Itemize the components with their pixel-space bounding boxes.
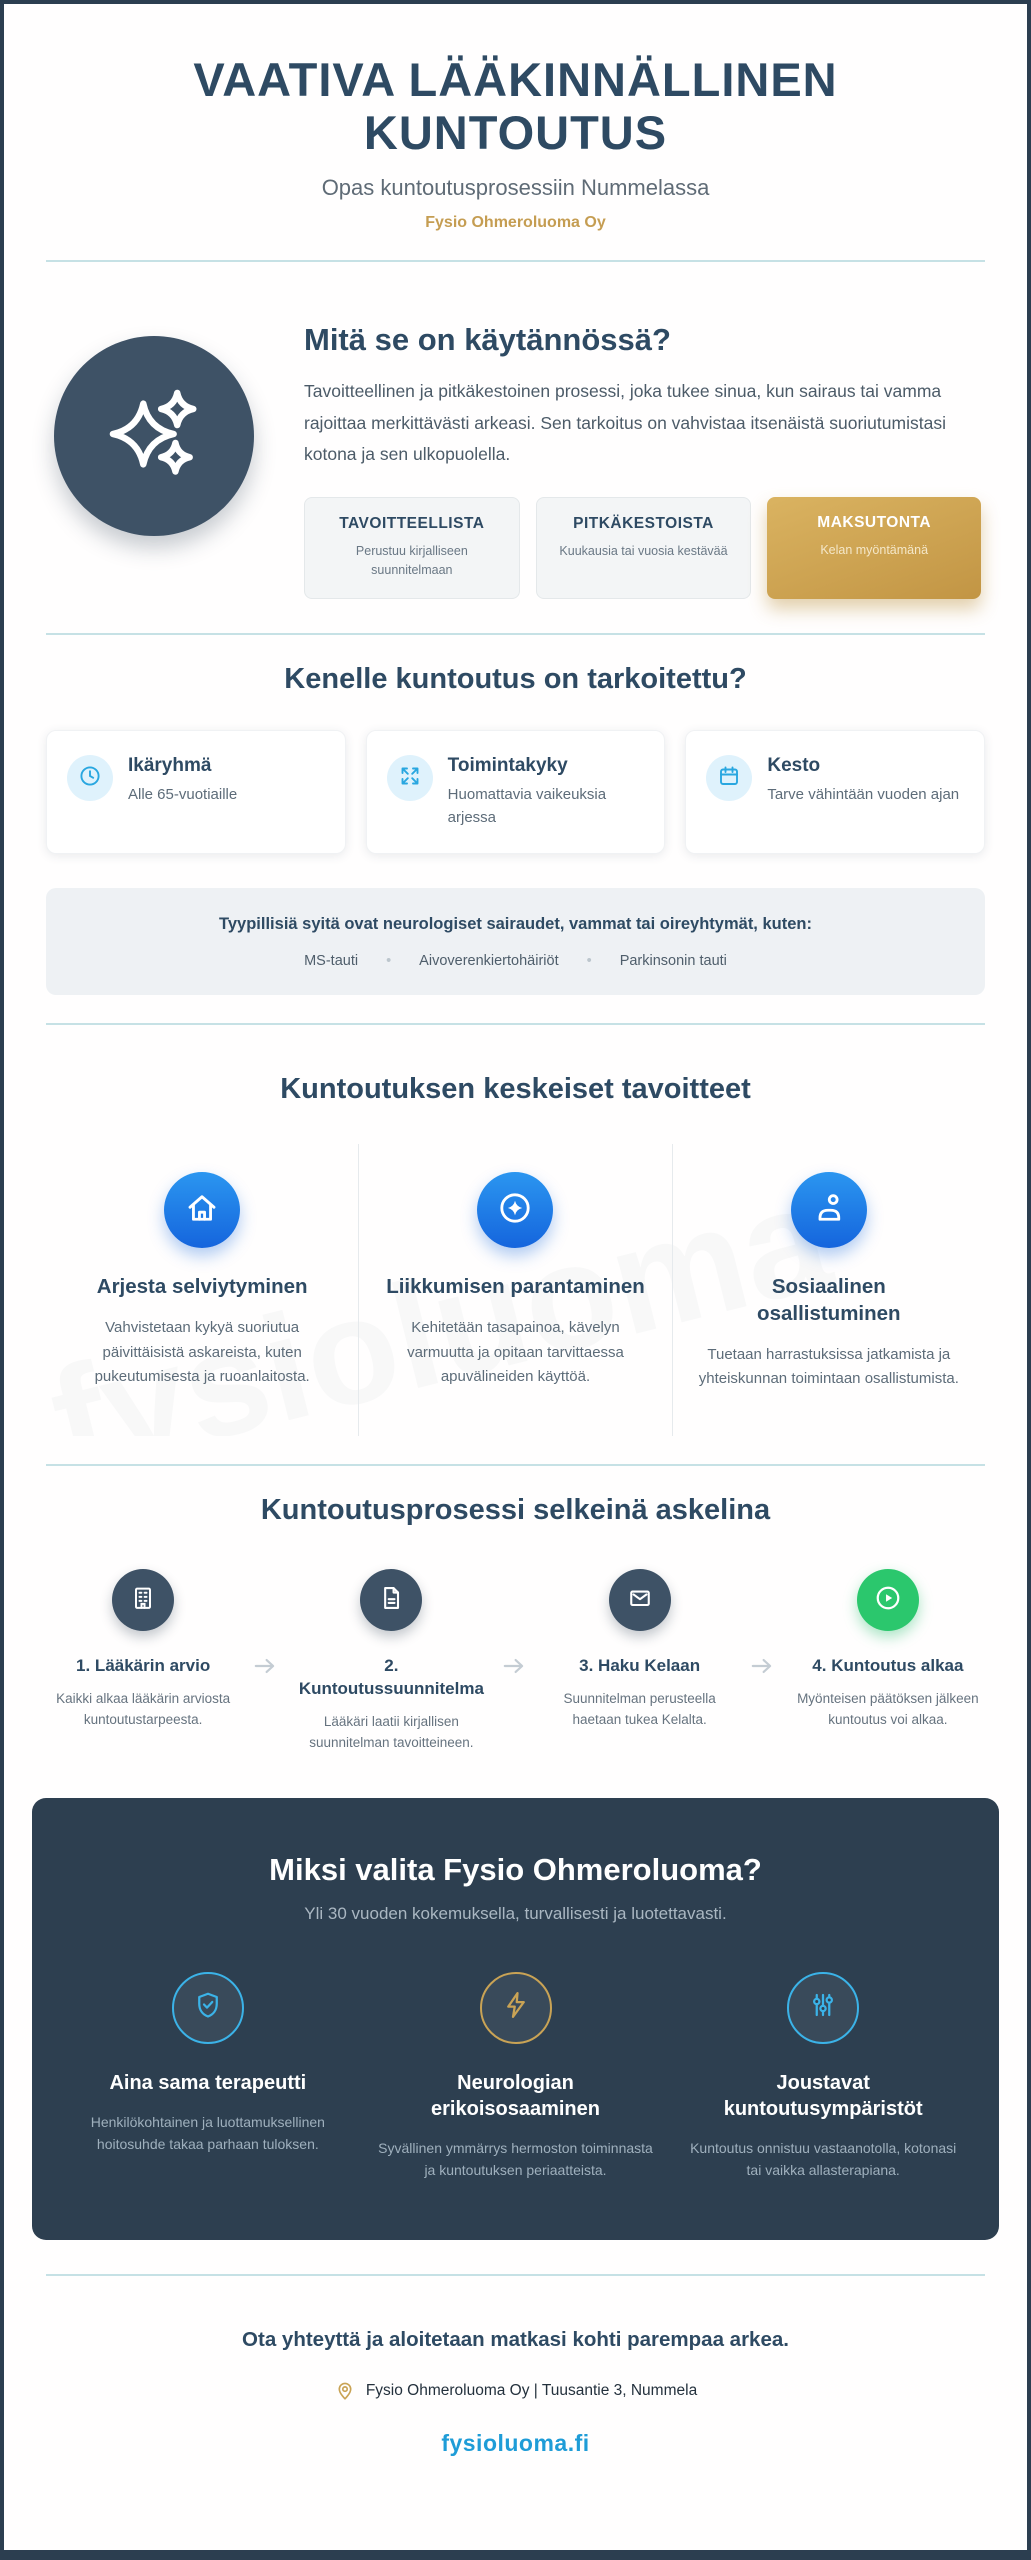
brand-name: Fysio Ohmeroluoma Oy	[425, 214, 606, 232]
location-pin-icon	[334, 2380, 356, 2402]
audience-card-kesto: Kesto Tarve vähintään vuoden ajan	[685, 730, 986, 855]
footer-cta: Ota yhteyttä ja aloitetaan matkasi kohti…	[242, 2327, 789, 2351]
arrow-right-icon	[501, 1653, 531, 1684]
building-icon	[129, 1584, 157, 1617]
play-icon	[874, 1584, 902, 1617]
process-heading: Kuntoutusprosessi selkeinä askelina	[260, 1494, 771, 1527]
goals-heading: Kuntoutuksen keskeiset tavoitteet	[280, 1073, 751, 1106]
cause-item: Parkinsonin tauti	[587, 953, 727, 969]
goal-sosiaalinen: Sosiaalinen osallistuminen Tuetaan harra…	[671, 1144, 985, 1437]
badge-pitkakestoista: PITKÄKESTOISTA Kuukausia tai vuosia kest…	[535, 496, 752, 600]
sparkles-icon	[104, 384, 204, 489]
compass-icon	[497, 1190, 533, 1231]
why-col-neurologia: Neurologian erikoisosaaminen Syvällinen …	[376, 1971, 656, 2182]
intro-heading: Mitä se on käytännössä?	[304, 322, 671, 358]
why-col-ymparistot: Joustavat kuntoutusympäristöt Kuntoutus …	[683, 1971, 963, 2182]
audience-section: Kenelle kuntoutus on tarkoitettu? Ikäryh…	[4, 663, 1027, 996]
shield-check-icon	[193, 1990, 223, 2025]
process-step-2: 2. Kuntoutussuunnitelma Lääkäri laatii k…	[282, 1569, 500, 1754]
intro-body: Tavoitteellinen ja pitkäkestoinen proses…	[304, 381, 946, 465]
section-divider	[46, 633, 985, 636]
badge-tavoitteellista: TAVOITTEELLISTA Perustuu kirjalliseen su…	[304, 496, 520, 600]
typical-causes-note: Tyypillisiä syitä ovat neurologiset sair…	[46, 888, 985, 996]
arrow-right-icon	[252, 1653, 282, 1684]
process-step-1: 1. Lääkärin arvio Kaikki alkaa lääkärin …	[34, 1569, 252, 1731]
intro-badges: TAVOITTEELLISTA Perustuu kirjalliseen su…	[304, 496, 982, 600]
section-divider	[46, 260, 985, 263]
goal-arjesta: Arjesta selviytyminen Vahvistetaan kykyä…	[46, 1144, 358, 1436]
section-divider	[46, 2273, 985, 2276]
cause-item: Aivoverenkiertohäiriöt	[386, 953, 558, 969]
expand-icon	[398, 764, 422, 793]
calendar-icon	[717, 764, 741, 793]
arrow-right-icon	[749, 1653, 779, 1684]
sparkles-badge	[54, 336, 254, 537]
why-heading: Miksi valita Fysio Ohmeroluoma?	[269, 1851, 762, 1887]
envelope-icon	[626, 1584, 654, 1617]
process-step-3: 3. Haku Kelaan Suunnitelman perusteella …	[531, 1569, 749, 1731]
clock-icon	[78, 764, 102, 793]
cause-item: MS-tauti	[304, 953, 359, 970]
process-step-4: 4. Kuntoutus alkaa Myönteisen päätöksen …	[779, 1569, 997, 1731]
audience-heading: Kenelle kuntoutus on tarkoitettu?	[284, 663, 747, 696]
why-section: Miksi valita Fysio Ohmeroluoma? Yli 30 v…	[32, 1797, 999, 2240]
section-divider	[46, 1464, 985, 1467]
badge-maksutonta: MAKSUTONTA Kelan myöntämänä	[767, 496, 982, 600]
website-link[interactable]: fysioluoma.fi	[441, 2429, 590, 2456]
person-icon	[811, 1190, 847, 1231]
audience-card-toimintakyky: Toimintakyky Huomattavia vaikeuksia arje…	[365, 730, 666, 855]
home-icon	[184, 1190, 220, 1231]
lightning-icon	[501, 1990, 531, 2025]
goal-liikkuminen: Liikkumisen parantaminen Kehitetään tasa…	[358, 1144, 671, 1437]
footer: Ota yhteyttä ja aloitetaan matkasi kohti…	[4, 2304, 1027, 2491]
audience-card-ikaryhma: Ikäryhmä Alle 65-vuotiaille	[46, 730, 346, 855]
document-icon	[377, 1584, 405, 1617]
why-col-terapeutti: Aina sama terapeutti Henkilökohtainen ja…	[68, 1971, 348, 2182]
sliders-icon	[808, 1990, 838, 2025]
header: VAATIVA LÄÄKINNÄLLINEN KUNTOUTUS Opas ku…	[4, 4, 1027, 232]
footer-address: Fysio Ohmeroluoma Oy | Tuusantie 3, Numm…	[365, 2381, 698, 2399]
page-subtitle: Opas kuntoutusprosessiin Nummelassa	[321, 175, 710, 201]
section-divider	[46, 1023, 985, 1026]
why-subtitle: Yli 30 vuoden kokemuksella, turvallisest…	[304, 1903, 727, 1923]
intro-section: Mitä se on käytännössä? Tavoitteellinen …	[4, 290, 1027, 605]
goals-section: fysioluoma Kuntoutuksen keskeiset tavoit…	[4, 1053, 1027, 1437]
process-section: Kuntoutusprosessi selkeinä askelina 1. L…	[4, 1494, 1027, 1770]
page-title: VAATIVA LÄÄKINNÄLLINEN KUNTOUTUS	[193, 53, 838, 159]
